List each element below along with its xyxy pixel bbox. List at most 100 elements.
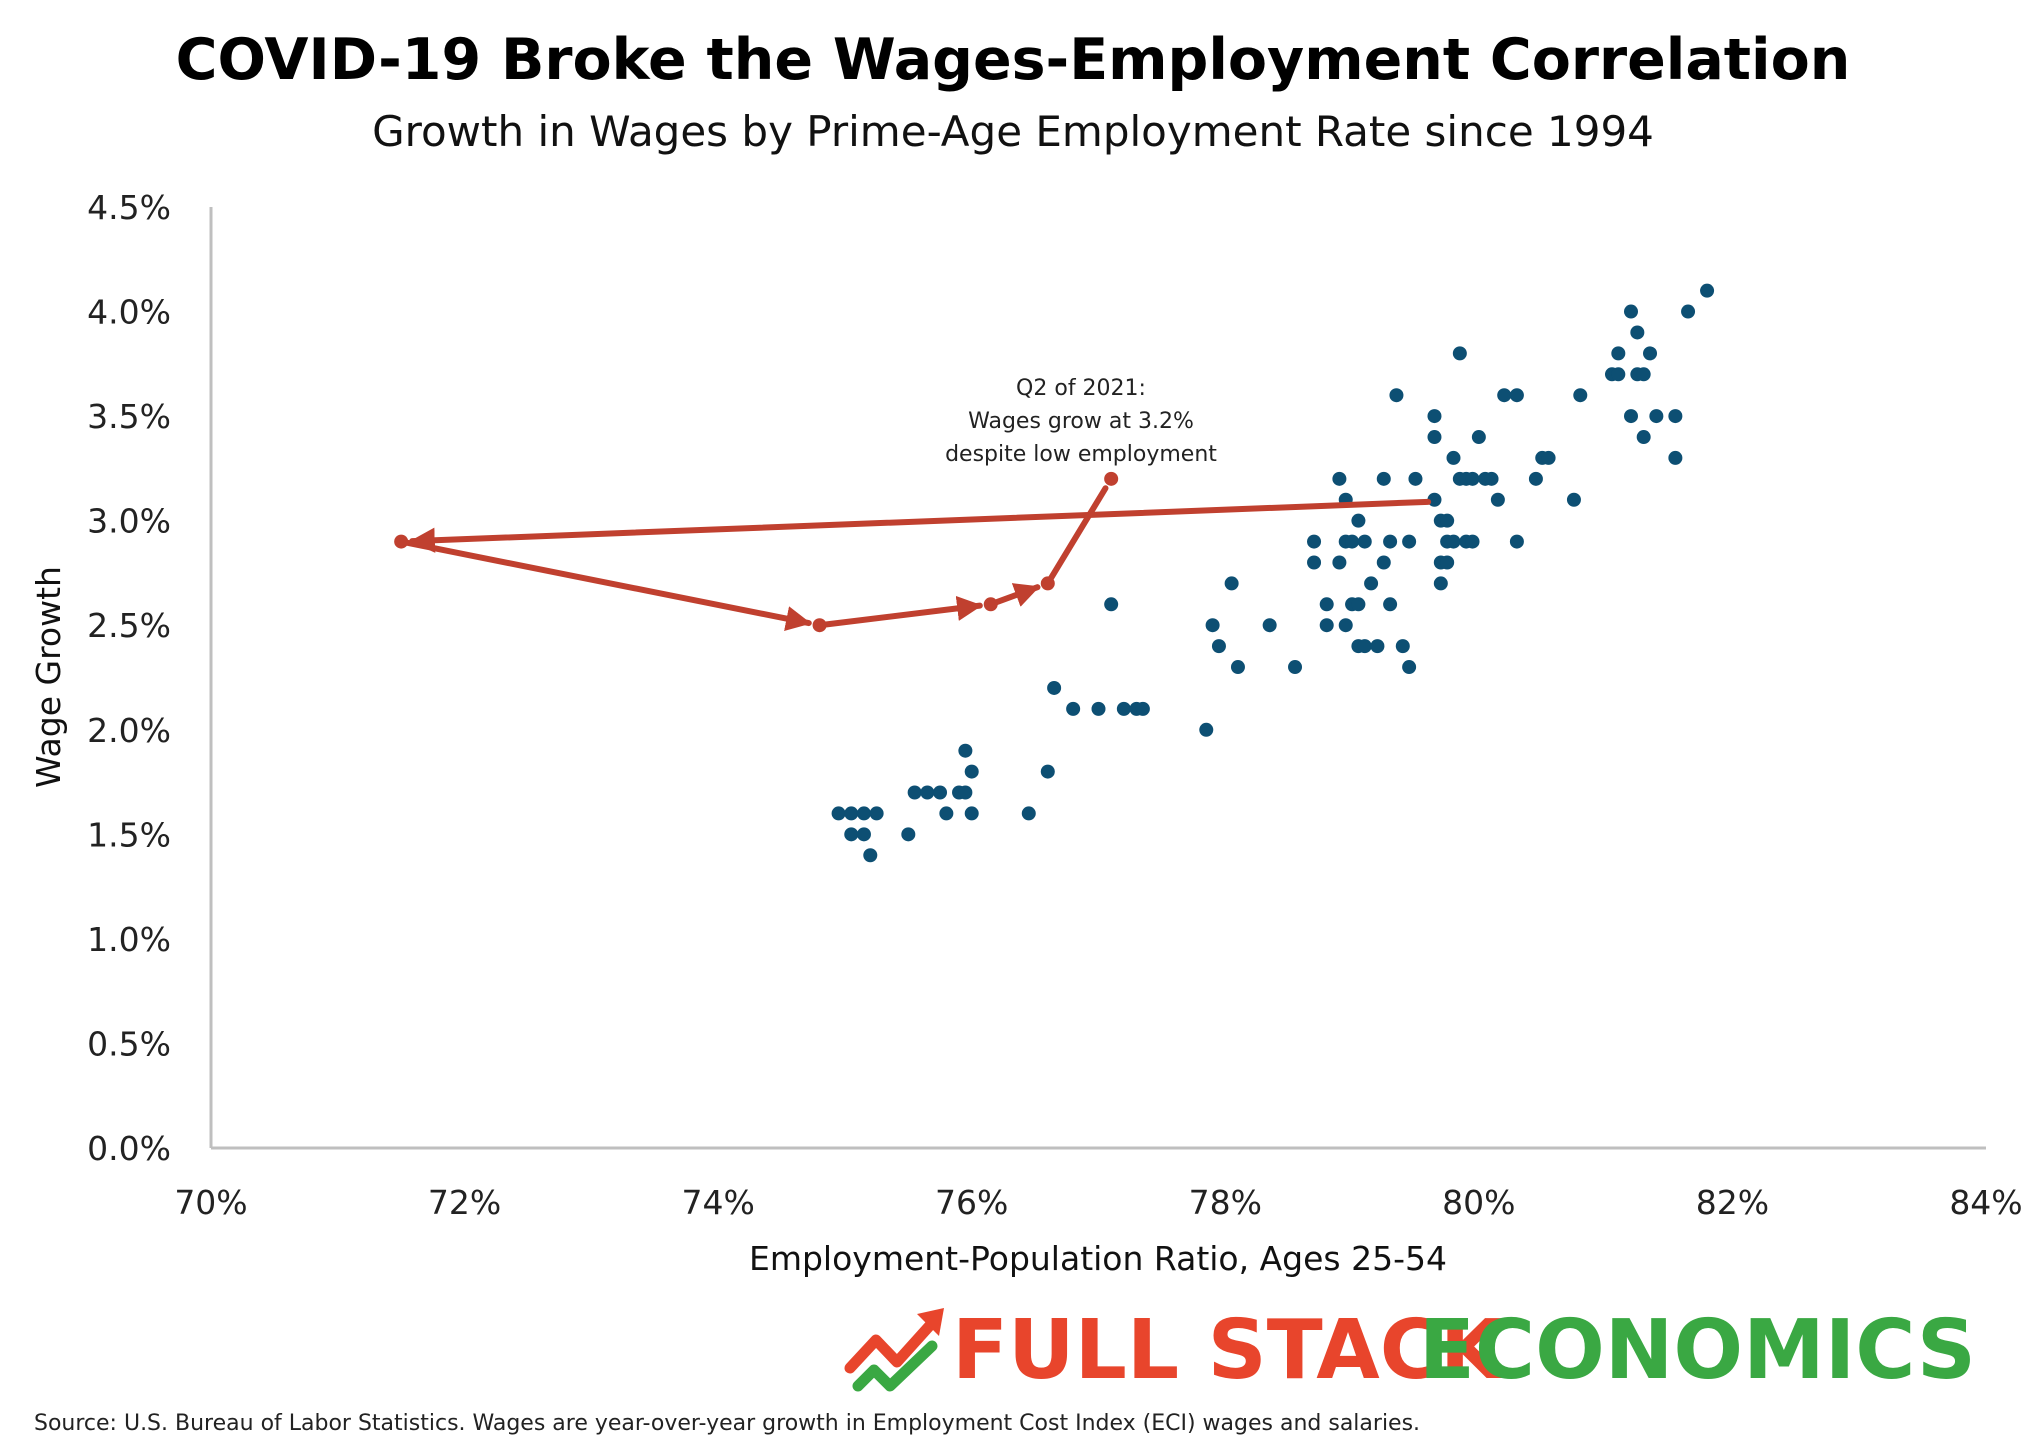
data-point: [1446, 534, 1461, 549]
data-point: [907, 785, 922, 800]
covid-path-segment: [816, 595, 983, 629]
covid-path-point: [983, 597, 998, 612]
data-point: [1224, 576, 1239, 591]
y-tick-label: 2.5%: [87, 606, 171, 645]
data-point: [1104, 597, 1119, 612]
data-point: [1357, 534, 1372, 549]
data-point: [1643, 346, 1658, 361]
data-point: [1383, 534, 1398, 549]
chart-title: COVID-19 Broke the Wages-Employment Corr…: [176, 27, 1851, 93]
x-tick-label: 84%: [1949, 1183, 2022, 1222]
data-point: [964, 806, 979, 821]
data-point: [1509, 534, 1524, 549]
data-point: [1630, 325, 1645, 340]
data-point: [1205, 618, 1220, 633]
x-tick-label: 72%: [428, 1183, 501, 1222]
data-point: [1611, 367, 1626, 382]
x-tick-label: 74%: [681, 1183, 754, 1222]
data-point: [1395, 639, 1410, 654]
data-point: [856, 806, 871, 821]
x-tick-labels: 70% 72% 74% 76% 78% 80% 82% 84%: [174, 1183, 2022, 1222]
data-point: [964, 764, 979, 779]
annotation-line-2: Wages grow at 3.2%: [968, 409, 1194, 434]
data-point: [844, 827, 859, 842]
data-point: [901, 827, 916, 842]
annotation-line-3: despite low employment: [945, 442, 1217, 467]
data-point: [1440, 513, 1455, 528]
source-note: Source: U.S. Bureau of Labor Statistics.…: [34, 1411, 1420, 1436]
covid-path-point: [1104, 471, 1119, 486]
y-tick-label: 2.0%: [87, 711, 171, 750]
x-tick-label: 78%: [1189, 1183, 1262, 1222]
data-point: [1427, 409, 1442, 424]
logo-word-full-stack: FULL STACK: [952, 1303, 1507, 1398]
y-tick-labels: 0.0% 0.5% 1.0% 1.5% 2.0% 2.5% 3.0% 3.5% 4.0% 4.5%: [87, 188, 171, 1168]
data-point: [1624, 409, 1638, 424]
x-axis-label: Employment-Population Ratio, Ages 25-54: [749, 1239, 1447, 1278]
data-point: [1433, 576, 1448, 591]
data-point: [1668, 450, 1683, 465]
x-tick-label: 82%: [1696, 1183, 1769, 1222]
data-point: [856, 827, 871, 842]
y-tick-label: 3.0%: [87, 502, 171, 541]
data-point: [1681, 304, 1696, 319]
data-point: [1351, 597, 1366, 612]
data-point: [1402, 534, 1417, 549]
data-point: [1408, 471, 1423, 486]
data-point: [1091, 701, 1106, 716]
data-point: [1345, 534, 1360, 549]
data-point: [1446, 450, 1461, 465]
data-point: [1573, 388, 1588, 403]
data-point: [1319, 618, 1334, 633]
data-point: [1509, 388, 1524, 403]
data-point: [1307, 534, 1322, 549]
data-point: [1307, 555, 1322, 570]
data-point: [1427, 430, 1442, 445]
x-tick-label: 80%: [1442, 1183, 1515, 1222]
data-point: [1528, 471, 1543, 486]
data-point: [1427, 492, 1442, 507]
data-point: [1116, 701, 1131, 716]
data-point: [1484, 471, 1499, 486]
covid-path-segment: [1044, 485, 1109, 587]
x-tick-label: 76%: [935, 1183, 1008, 1222]
data-point: [1566, 492, 1581, 507]
y-tick-label: 0.0%: [87, 1129, 171, 1168]
y-tick-label: 4.0%: [87, 293, 171, 332]
data-point: [1351, 513, 1366, 528]
data-point: [1636, 367, 1651, 382]
data-point: [1047, 680, 1062, 695]
logo: FULL STACK ECONOMICS: [844, 1303, 1976, 1398]
data-point: [1636, 430, 1651, 445]
data-point: [1364, 576, 1379, 591]
y-tick-label: 1.5%: [87, 815, 171, 854]
data-point: [1376, 471, 1391, 486]
data-point: [1465, 534, 1480, 549]
chart-subtitle: Growth in Wages by Prime-Age Employment …: [372, 107, 1654, 156]
covid-path-segment: [987, 583, 1041, 608]
data-point: [1199, 722, 1214, 737]
data-point: [844, 806, 859, 821]
x-tick-label: 70%: [174, 1183, 247, 1222]
data-point: [1383, 597, 1398, 612]
data-point: [1135, 701, 1150, 716]
y-axis-label: Wage Growth: [29, 566, 68, 788]
data-point: [1624, 304, 1638, 319]
data-point: [1497, 388, 1512, 403]
data-point: [869, 806, 884, 821]
data-point: [920, 785, 935, 800]
y-tick-label: 0.5%: [87, 1024, 171, 1063]
data-point: [1402, 660, 1417, 675]
data-point: [933, 785, 948, 800]
data-point: [1471, 430, 1486, 445]
data-point: [1332, 471, 1347, 486]
covid-path-segment: [398, 538, 812, 631]
data-point: [1649, 409, 1664, 424]
covid-path-segment: [409, 498, 1432, 553]
data-point: [1541, 450, 1556, 465]
data-point: [1319, 597, 1334, 612]
data-point: [1357, 639, 1372, 654]
data-point: [1452, 346, 1467, 361]
data-point: [1440, 555, 1455, 570]
data-point: [958, 743, 973, 758]
